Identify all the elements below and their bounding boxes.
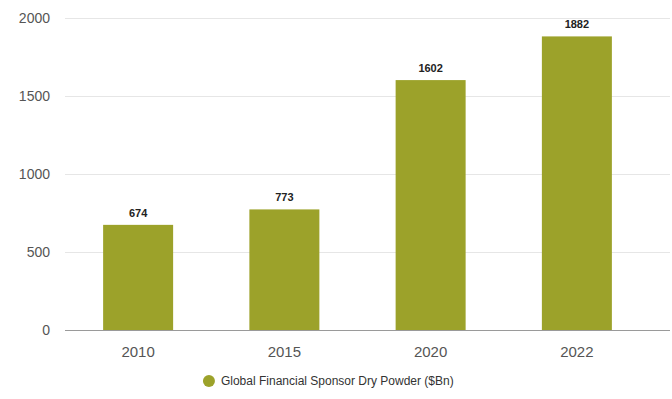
- x-tick-label: 2022: [560, 343, 593, 360]
- y-tick-label: 500: [27, 244, 51, 260]
- y-tick-label: 0: [42, 322, 50, 338]
- y-tick-label: 1000: [19, 166, 50, 182]
- data-label: 773: [275, 191, 293, 203]
- data-label: 1882: [565, 18, 589, 30]
- data-label: 674: [129, 207, 148, 219]
- chart-svg: 0 500 1000 1500 2000 2010 2015 2020 2022 674 773 16…: [0, 0, 672, 399]
- bar: [396, 80, 466, 330]
- grid: [65, 18, 670, 330]
- legend: Global Financial Sponsor Dry Powder ($Bn…: [203, 374, 454, 388]
- bars: [103, 36, 612, 330]
- y-tick-label: 1500: [19, 88, 50, 104]
- chart-container: 0 500 1000 1500 2000 2010 2015 2020 2022 674 773 16…: [0, 0, 672, 399]
- x-tick-label: 2020: [414, 343, 447, 360]
- data-label: 1602: [418, 62, 442, 74]
- y-tick-label: 2000: [19, 10, 50, 26]
- legend-marker: [203, 375, 215, 387]
- data-labels: 674 773 1602 1882: [129, 18, 589, 218]
- x-tick-label: 2010: [121, 343, 154, 360]
- bar: [103, 225, 173, 330]
- bar: [249, 209, 319, 330]
- x-tick-label: 2015: [268, 343, 301, 360]
- bar: [542, 36, 612, 330]
- legend-label: Global Financial Sponsor Dry Powder ($Bn…: [221, 374, 454, 388]
